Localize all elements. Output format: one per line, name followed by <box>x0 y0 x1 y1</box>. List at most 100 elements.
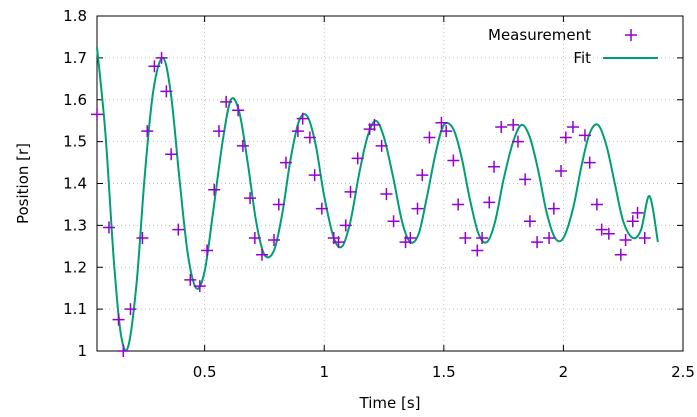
measurement-point <box>416 169 429 182</box>
measurement-point <box>303 131 316 144</box>
measurement-point <box>583 156 596 169</box>
measurement-point <box>160 85 173 98</box>
measurement-point <box>511 135 524 148</box>
measurement-point <box>368 118 381 131</box>
measurement-point <box>172 223 185 236</box>
measurement-point <box>404 231 417 244</box>
y-tick-label: 1.8 <box>63 7 87 25</box>
fit-line <box>96 47 659 352</box>
y-tick-label: 1.6 <box>63 91 87 109</box>
measurement-point <box>452 198 465 211</box>
y-tick-label: 1.4 <box>63 175 87 193</box>
measurement-point <box>411 202 424 215</box>
measurement-point <box>435 116 448 129</box>
measurement-point <box>547 202 560 215</box>
legend-fit-label: Fit <box>573 49 591 67</box>
measurement-point <box>578 129 591 142</box>
measurement-point <box>344 185 357 198</box>
measurement-point <box>614 248 627 261</box>
measurement-point <box>440 125 453 138</box>
measurement-point <box>519 173 532 186</box>
measurement-point <box>117 345 130 357</box>
y-tick-label: 1.5 <box>63 133 87 151</box>
measurement-point <box>102 221 115 234</box>
measurement-point <box>267 234 280 247</box>
measurement-point <box>91 108 103 121</box>
x-tick-label: 2.5 <box>671 363 695 381</box>
measurement-point <box>488 160 501 173</box>
measurement-point <box>631 206 644 219</box>
measurement-point <box>193 280 206 293</box>
y-tick-label: 1.7 <box>63 49 87 67</box>
measurement-point <box>124 303 137 316</box>
grid <box>97 16 683 351</box>
measurement-point <box>555 164 568 177</box>
measurement-point <box>236 139 249 152</box>
measurement-point <box>523 215 536 228</box>
measurement-point <box>212 125 225 138</box>
plot-frame <box>96 15 684 352</box>
x-axis-label: Time [s] <box>359 394 421 412</box>
measurement-point <box>112 313 125 326</box>
measurement-point <box>543 231 556 244</box>
measurement-point <box>141 125 154 138</box>
measurement-point <box>220 95 233 108</box>
measurement-point <box>471 244 484 257</box>
axis-ticks: 1 1.1 1.2 1.3 1.4 1.5 1.6 1.7 1.8 0.5 1 1.5 2 2.5 <box>63 7 695 381</box>
measurement-point <box>375 139 388 152</box>
measurement-point <box>244 192 257 205</box>
x-tick-label: 1 <box>319 363 329 381</box>
y-tick-label: 1.3 <box>63 216 87 234</box>
measurement-point <box>507 118 520 131</box>
y-tick-label: 1.1 <box>63 300 87 318</box>
measurement-point <box>291 125 304 138</box>
measurement-point <box>559 131 572 144</box>
legend-measurement-marker <box>625 29 637 41</box>
measurement-point <box>495 120 508 133</box>
measurement-series <box>91 51 651 357</box>
measurement-point <box>626 215 639 228</box>
measurement-point <box>351 152 364 165</box>
x-tick-label: 1.5 <box>432 363 456 381</box>
measurement-point <box>476 231 489 244</box>
measurement-point <box>619 234 632 247</box>
measurement-point <box>308 169 321 182</box>
legend-measurement-label: Measurement <box>488 26 591 44</box>
measurement-point <box>148 60 161 73</box>
x-tick-label: 2 <box>559 363 569 381</box>
measurement-point <box>332 236 345 249</box>
measurement-point <box>315 202 328 215</box>
measurement-point <box>531 236 544 249</box>
measurement-point <box>339 219 352 232</box>
measurement-point <box>638 231 651 244</box>
measurement-point <box>459 231 472 244</box>
measurement-point <box>602 227 615 240</box>
measurement-point <box>165 148 178 161</box>
fit-series <box>96 47 659 352</box>
measurement-point <box>184 273 197 286</box>
y-axis-label: Position [r] <box>14 143 32 224</box>
measurement-point <box>387 215 400 228</box>
measurement-point <box>590 198 603 211</box>
measurement-point <box>201 244 214 257</box>
measurement-point <box>248 231 261 244</box>
measurement-point <box>296 112 309 125</box>
measurement-point <box>279 156 292 169</box>
measurement-point <box>595 223 608 236</box>
measurement-point <box>136 231 149 244</box>
legend: Measurement Fit <box>488 26 658 67</box>
measurement-point <box>447 154 460 167</box>
measurement-point <box>272 198 285 211</box>
x-tick-label: 0.5 <box>193 363 217 381</box>
measurement-point <box>155 51 168 64</box>
y-tick-label: 1 <box>77 342 87 360</box>
measurement-point <box>256 248 269 261</box>
y-tick-label: 1.2 <box>63 258 87 276</box>
measurement-point <box>566 120 579 133</box>
measurement-point <box>380 187 393 200</box>
measurement-point <box>208 183 221 196</box>
measurement-point <box>423 131 436 144</box>
measurement-point <box>232 104 245 117</box>
measurement-point <box>483 196 496 209</box>
